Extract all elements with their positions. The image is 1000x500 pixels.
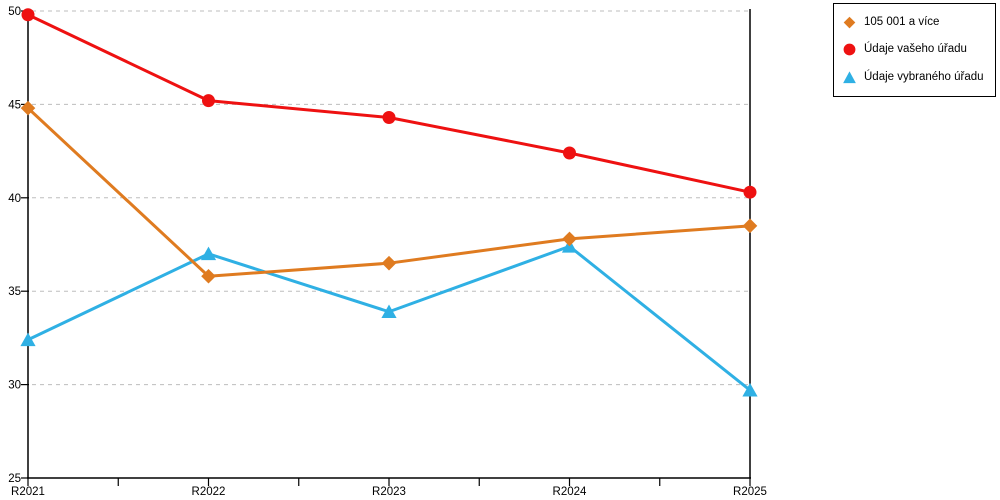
legend-item-105001: 105 001 a více — [842, 15, 987, 30]
y-tick-label: 45 — [8, 99, 21, 111]
y-tick-label: 50 — [8, 6, 21, 18]
series-0-point-3 — [562, 231, 577, 247]
y-tick-label: 30 — [8, 380, 21, 392]
series-0-point-1 — [201, 268, 216, 284]
series-line-0 — [26, 106, 752, 278]
legend-label: Údaje vašeho úřadu — [864, 43, 967, 56]
series-1-point-1 — [202, 94, 215, 108]
legend-label: Údaje vybraného úřadu — [864, 70, 984, 83]
series-2-point-2 — [381, 304, 397, 319]
x-tick-label: R2022 — [192, 486, 226, 498]
x-tick-label: R2021 — [11, 486, 45, 498]
series-0-point-2 — [381, 255, 397, 271]
circle-marker-icon — [843, 44, 856, 56]
series-1-point-4 — [743, 185, 757, 199]
y-tick-label: 25 — [8, 473, 21, 485]
y-tick-label: 40 — [8, 193, 21, 205]
y-tick-label: 35 — [8, 286, 21, 298]
diamond-marker-icon — [843, 16, 856, 29]
legend-item-vybraneho-uradu: Údaje vybraného úřadu — [842, 70, 987, 85]
series-0-point-0 — [20, 100, 36, 116]
x-tick-label: R2025 — [733, 486, 767, 498]
legend-item-vaseho-uradu: Údaje vašeho úřadu — [842, 42, 987, 57]
legend-label: 105 001 a více — [864, 15, 940, 28]
x-tick-label: R2024 — [553, 486, 587, 498]
series-1-point-0 — [21, 8, 35, 22]
series-1-point-3 — [563, 146, 576, 160]
x-tick-label: R2023 — [372, 486, 406, 498]
series-line-1 — [26, 13, 752, 194]
series-0-point-4 — [742, 218, 758, 234]
legend: 105 001 a více Údaje vašeho úřadu Údaje … — [833, 3, 996, 97]
series-2-point-0 — [20, 332, 36, 347]
series-1-point-2 — [382, 110, 396, 124]
triangle-marker-icon — [843, 71, 856, 83]
series-2-point-1 — [200, 246, 217, 261]
series-2-point-4 — [742, 383, 758, 397]
